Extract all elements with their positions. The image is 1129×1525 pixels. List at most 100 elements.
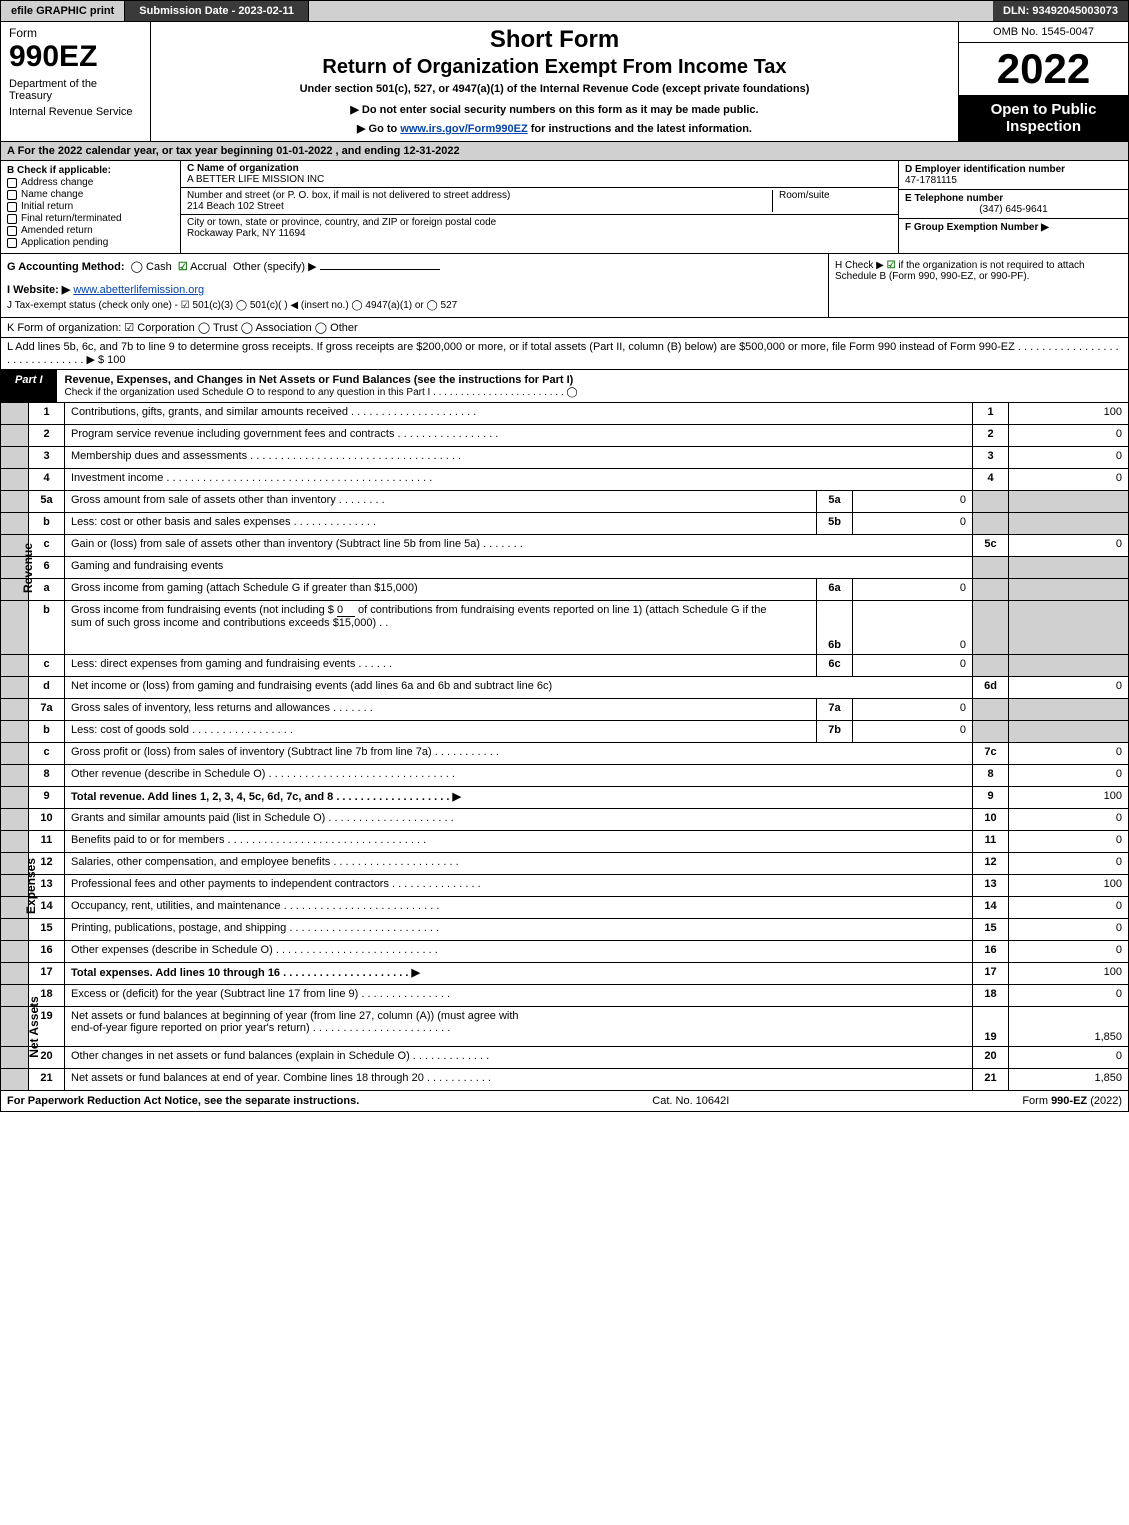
check-icon: ☑ bbox=[178, 261, 188, 273]
row-4: 4 Investment income . . . . . . . . . . … bbox=[1, 469, 1128, 491]
c-value: A BETTER LIFE MISSION INC bbox=[187, 174, 892, 185]
ln: 1 bbox=[29, 403, 65, 424]
dept-treasury: Department of the Treasury bbox=[9, 78, 142, 102]
i-label: I Website: ▶ bbox=[7, 284, 70, 296]
goto-post: for instructions and the latest informat… bbox=[528, 123, 752, 135]
form-header: Form 990EZ Department of the Treasury In… bbox=[0, 22, 1129, 142]
f-cell: F Group Exemption Number ▶ bbox=[899, 219, 1128, 236]
g-label: G Accounting Method: bbox=[7, 261, 125, 273]
e-value: (347) 645-9641 bbox=[905, 204, 1122, 215]
nval: 100 bbox=[1008, 403, 1128, 424]
col-b: B Check if applicable: Address change Na… bbox=[1, 161, 181, 253]
d-label: D Employer identification number bbox=[905, 164, 1122, 175]
side-label-revenue: Revenue bbox=[21, 542, 35, 592]
g-other[interactable]: Other (specify) ▶ bbox=[233, 261, 317, 273]
checkbox-icon[interactable] bbox=[7, 178, 17, 188]
checkbox-icon[interactable] bbox=[7, 190, 17, 200]
open-to-public: Open to Public Inspection bbox=[959, 95, 1128, 141]
subtitle: Under section 501(c), 527, or 4947(a)(1)… bbox=[159, 83, 950, 95]
city-label: City or town, state or province, country… bbox=[187, 217, 892, 228]
header-left: Form 990EZ Department of the Treasury In… bbox=[1, 22, 151, 141]
h-pre: H Check ▶ bbox=[835, 260, 887, 271]
omb-number: OMB No. 1545-0047 bbox=[959, 22, 1128, 43]
addr-cell: Number and street (or P. O. box, if mail… bbox=[181, 188, 898, 215]
g-cash[interactable]: Cash bbox=[146, 261, 172, 273]
row-7c: c Gross profit or (loss) from sales of i… bbox=[1, 743, 1128, 765]
c-name-cell: C Name of organization A BETTER LIFE MIS… bbox=[181, 161, 898, 188]
checkbox-icon[interactable] bbox=[7, 238, 17, 248]
row-3: 3 Membership dues and assessments . . . … bbox=[1, 447, 1128, 469]
row-6b: b Gross income from fundraising events (… bbox=[1, 601, 1128, 655]
g-line: G Accounting Method: ◯ Cash ☑ Accrual Ot… bbox=[7, 260, 822, 273]
city-value: Rockaway Park, NY 11694 bbox=[187, 228, 892, 239]
row-5b: b Less: cost or other basis and sales ex… bbox=[1, 513, 1128, 535]
row-6d: d Net income or (loss) from gaming and f… bbox=[1, 677, 1128, 699]
form-word: Form bbox=[9, 26, 142, 40]
section-bcdef: B Check if applicable: Address change Na… bbox=[0, 161, 1129, 254]
g-accrual[interactable]: Accrual bbox=[190, 261, 227, 273]
part1-label: Part I bbox=[1, 370, 57, 402]
checkbox-icon[interactable] bbox=[7, 214, 17, 224]
efile-label[interactable]: efile GRAPHIC print bbox=[1, 1, 125, 21]
footer-left: For Paperwork Reduction Act Notice, see … bbox=[7, 1095, 359, 1107]
row-k: K Form of organization: ☑ Corporation ◯ … bbox=[0, 318, 1129, 338]
dept-irs: Internal Revenue Service bbox=[9, 106, 142, 118]
header-right: OMB No. 1545-0047 2022 Open to Public In… bbox=[958, 22, 1128, 141]
row-6c: c Less: direct expenses from gaming and … bbox=[1, 655, 1128, 677]
row-11: 11 Benefits paid to or for members . . .… bbox=[1, 831, 1128, 853]
checkbox-icon[interactable] bbox=[7, 226, 17, 236]
g-other-blank[interactable] bbox=[320, 269, 440, 270]
topbar-spacer bbox=[309, 1, 993, 21]
check-icon: ☑ bbox=[887, 260, 896, 271]
cb-amended-return[interactable]: Amended return bbox=[7, 225, 174, 236]
side-revenue bbox=[1, 403, 29, 424]
row-6a: a Gross income from gaming (attach Sched… bbox=[1, 579, 1128, 601]
room-label: Room/suite bbox=[779, 190, 892, 201]
row-9: 9 Total revenue. Add lines 1, 2, 3, 4, 5… bbox=[1, 787, 1128, 809]
dln-label: DLN: 93492045003073 bbox=[993, 1, 1128, 21]
col-c: C Name of organization A BETTER LIFE MIS… bbox=[181, 161, 898, 253]
row-6: Revenue 6 Gaming and fundraising events bbox=[1, 557, 1128, 579]
row-7a: 7a Gross sales of inventory, less return… bbox=[1, 699, 1128, 721]
addr-label: Number and street (or P. O. box, if mail… bbox=[187, 190, 772, 201]
line-a: A For the 2022 calendar year, or tax yea… bbox=[0, 142, 1129, 161]
col-def: D Employer identification number 47-1781… bbox=[898, 161, 1128, 253]
part1-check: Check if the organization used Schedule … bbox=[65, 387, 578, 398]
goto-link[interactable]: www.irs.gov/Form990EZ bbox=[400, 123, 527, 135]
row-14: 14 Occupancy, rent, utilities, and maint… bbox=[1, 897, 1128, 919]
desc: Contributions, gifts, grants, and simila… bbox=[65, 403, 972, 424]
row-16: 16 Other expenses (describe in Schedule … bbox=[1, 941, 1128, 963]
city-cell: City or town, state or province, country… bbox=[181, 215, 898, 241]
row-15: 15 Printing, publications, postage, and … bbox=[1, 919, 1128, 941]
d-value: 47-1781115 bbox=[905, 175, 1122, 186]
row-2: 2 Program service revenue including gove… bbox=[1, 425, 1128, 447]
cb-address-change[interactable]: Address change bbox=[7, 177, 174, 188]
part1-bar: Part I Revenue, Expenses, and Changes in… bbox=[0, 370, 1129, 403]
side-label-expenses: Expenses bbox=[24, 857, 38, 913]
cb-final-return[interactable]: Final return/terminated bbox=[7, 213, 174, 224]
cb-initial-return[interactable]: Initial return bbox=[7, 201, 174, 212]
row-7b: b Less: cost of goods sold . . . . . . .… bbox=[1, 721, 1128, 743]
footer-right: Form 990-EZ (2022) bbox=[1022, 1095, 1122, 1107]
goto-line: ▶ Go to www.irs.gov/Form990EZ for instru… bbox=[159, 122, 950, 135]
title-short-form: Short Form bbox=[159, 26, 950, 54]
i-line: I Website: ▶ www.abetterlifemission.org bbox=[7, 283, 822, 296]
form-number: 990EZ bbox=[9, 40, 142, 74]
cb-name-change[interactable]: Name change bbox=[7, 189, 174, 200]
e-label: E Telephone number bbox=[905, 193, 1122, 204]
row-20: 20 Other changes in net assets or fund b… bbox=[1, 1047, 1128, 1069]
row-l: L Add lines 5b, 6c, and 7b to line 9 to … bbox=[0, 338, 1129, 370]
website-link[interactable]: www.abetterlifemission.org bbox=[73, 284, 204, 296]
c-label: C Name of organization bbox=[187, 163, 892, 174]
submission-date: Submission Date - 2023-02-11 bbox=[125, 1, 309, 21]
row-12: 12 Salaries, other compensation, and emp… bbox=[1, 853, 1128, 875]
cb-application-pending[interactable]: Application pending bbox=[7, 237, 174, 248]
row-19: Net Assets 19 Net assets or fund balance… bbox=[1, 1007, 1128, 1047]
row-1: 1 Contributions, gifts, grants, and simi… bbox=[1, 403, 1128, 425]
checkbox-icon[interactable] bbox=[7, 202, 17, 212]
e-cell: E Telephone number (347) 645-9641 bbox=[899, 190, 1128, 219]
nbox: 1 bbox=[972, 403, 1008, 424]
row-21: 21 Net assets or fund balances at end of… bbox=[1, 1069, 1128, 1091]
row-18: 18 Excess or (deficit) for the year (Sub… bbox=[1, 985, 1128, 1007]
page-footer: For Paperwork Reduction Act Notice, see … bbox=[0, 1091, 1129, 1112]
